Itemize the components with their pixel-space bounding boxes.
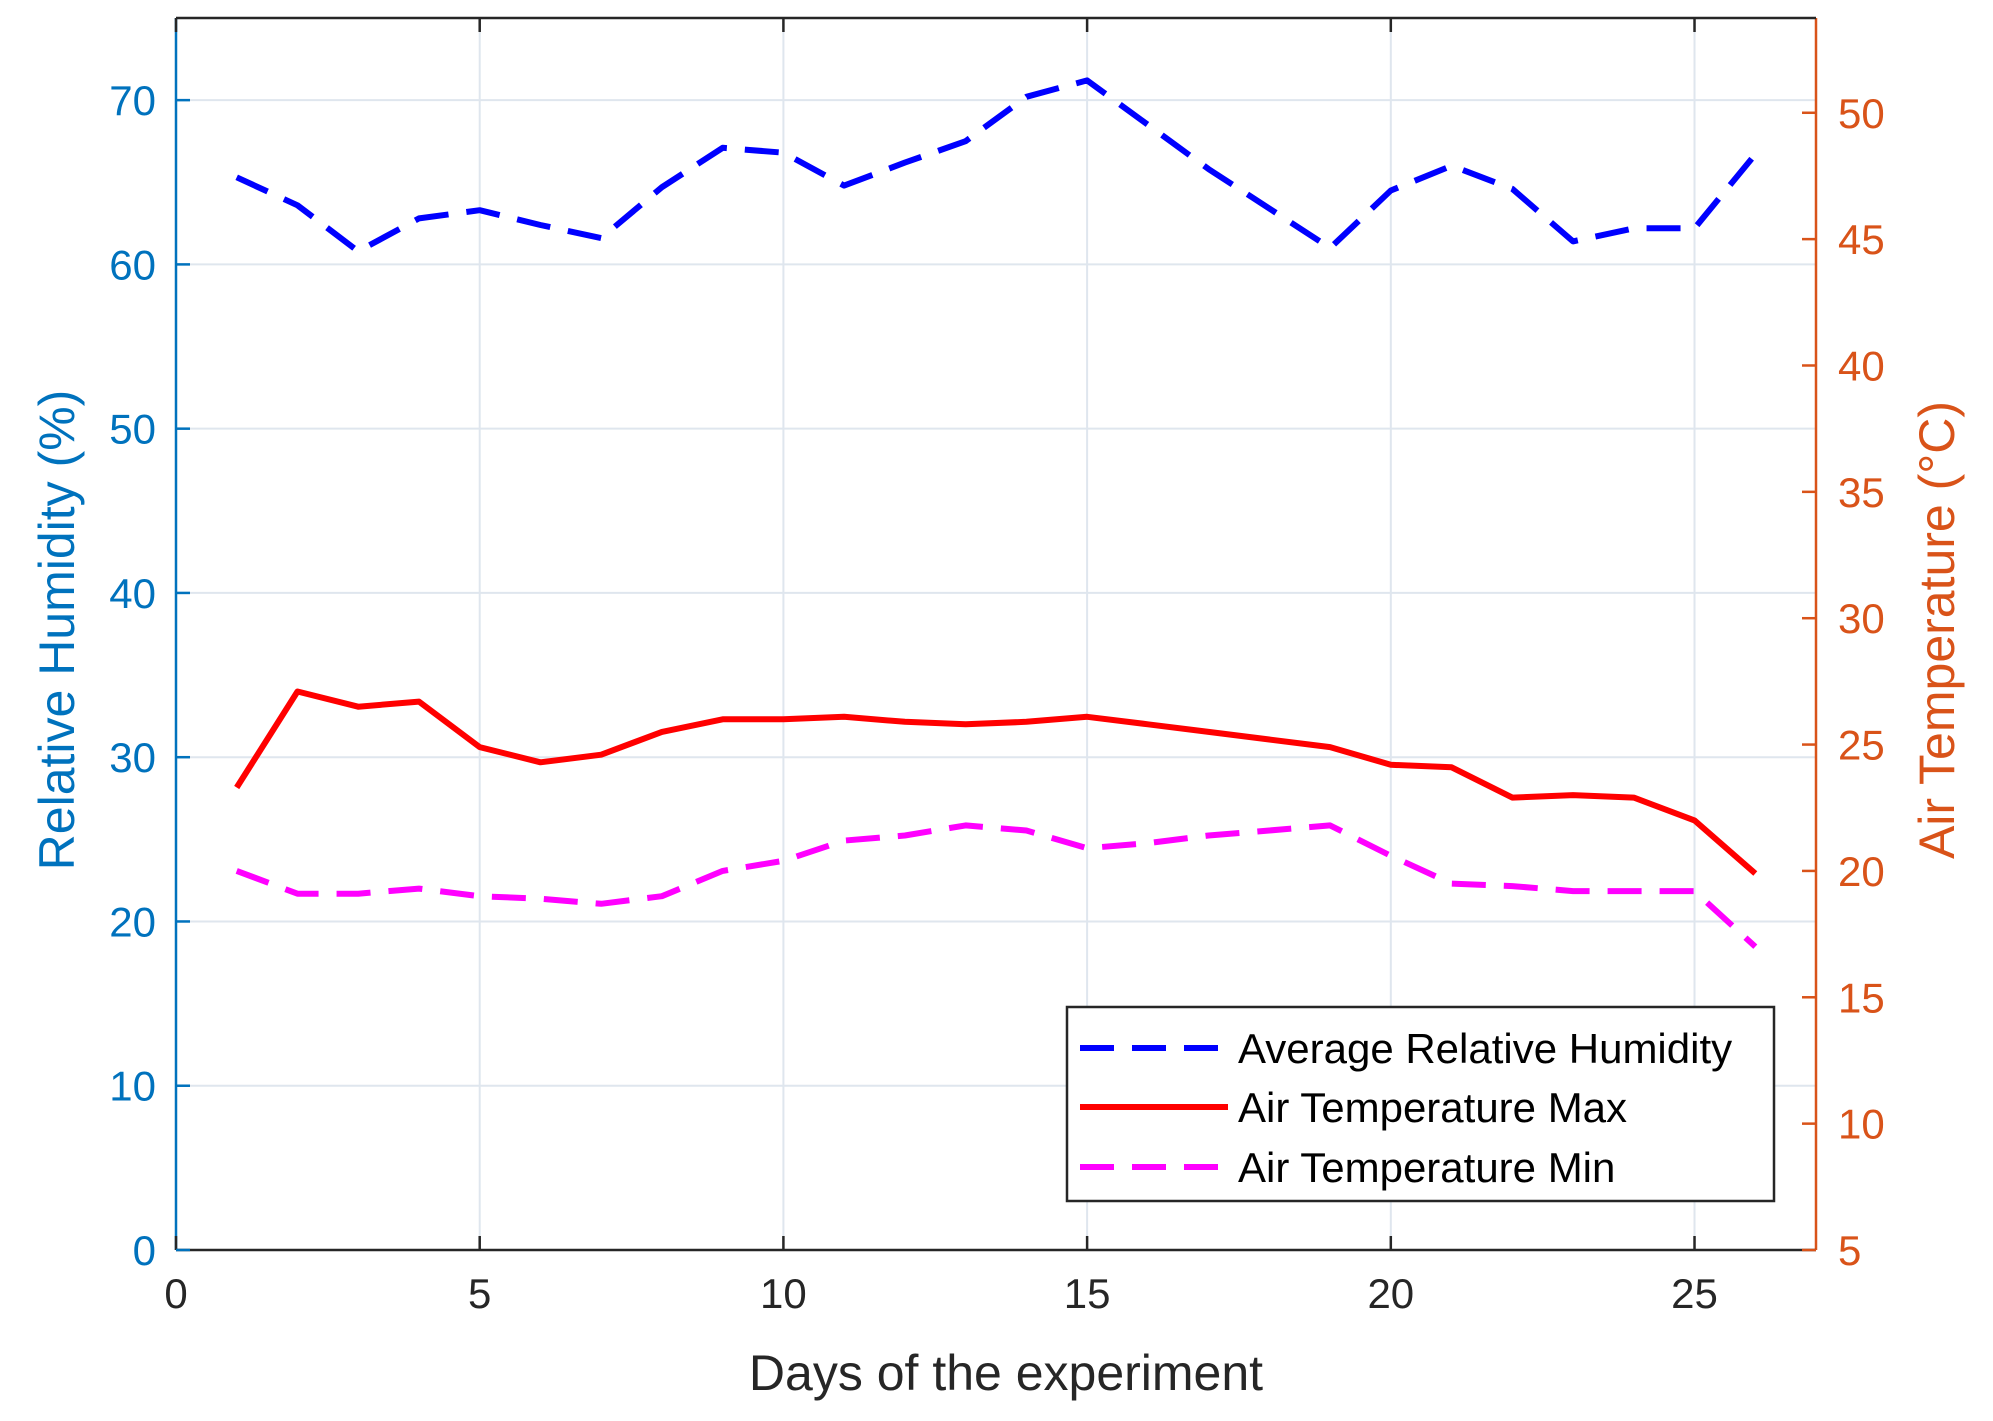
- x-tick-label-0: 0: [164, 1270, 187, 1317]
- y-right-tick-label-45: 45: [1838, 216, 1885, 263]
- y-right-tick-label-15: 15: [1838, 974, 1885, 1021]
- x-tick-label-10: 10: [760, 1270, 807, 1317]
- y-right-tick-label-50: 50: [1838, 90, 1885, 137]
- axes: 0 5 10 15 20 25 0 10 20 30 40 50 60 70 5 10 15 20 25 30 35 40…: [109, 16, 1885, 1317]
- x-tick-label-20: 20: [1367, 1270, 1414, 1317]
- legend: Average Relative Humidity Air Temperatur…: [1065, 1005, 1776, 1203]
- y-right-tick-label-10: 10: [1838, 1101, 1885, 1148]
- legend-label-temp-max: Air Temperature Max: [1238, 1084, 1627, 1131]
- y-left-tick-label-70: 70: [109, 77, 156, 124]
- y-right-tick-label-40: 40: [1838, 342, 1885, 389]
- y-left-tick-label-30: 30: [109, 734, 156, 781]
- x-axis-title: Days of the experiment: [749, 1345, 1263, 1401]
- grid-lines: [176, 18, 1816, 1250]
- series-line-1: [234, 688, 1758, 876]
- x-tick-label-25: 25: [1671, 1270, 1718, 1317]
- x-tick-label-15: 15: [1064, 1270, 1111, 1317]
- series-lines: [234, 77, 1758, 949]
- legend-label-temp-min: Air Temperature Min: [1238, 1144, 1615, 1191]
- y-left-tick-label-60: 60: [109, 241, 156, 288]
- y-left-tick-label-0: 0: [133, 1227, 156, 1274]
- series-line-0: [235, 77, 1758, 255]
- y-axis-left-title: Relative Humidity (%): [29, 390, 85, 871]
- y-axis-right-title: Air Temperature (°C): [1909, 401, 1965, 859]
- x-tick-label-5: 5: [468, 1270, 491, 1317]
- y-right-tick-label-35: 35: [1838, 469, 1885, 516]
- y-left-tick-label-20: 20: [109, 898, 156, 945]
- y-left-tick-label-50: 50: [109, 406, 156, 453]
- legend-label-humidity: Average Relative Humidity: [1238, 1025, 1732, 1072]
- y-right-tick-label-20: 20: [1838, 848, 1885, 895]
- y-left-tick-label-10: 10: [109, 1063, 156, 1110]
- y-left-tick-label-40: 40: [109, 570, 156, 617]
- y-right-tick-label-30: 30: [1838, 595, 1885, 642]
- y-right-tick-label-5: 5: [1838, 1227, 1861, 1274]
- y-right-tick-label-25: 25: [1838, 722, 1885, 769]
